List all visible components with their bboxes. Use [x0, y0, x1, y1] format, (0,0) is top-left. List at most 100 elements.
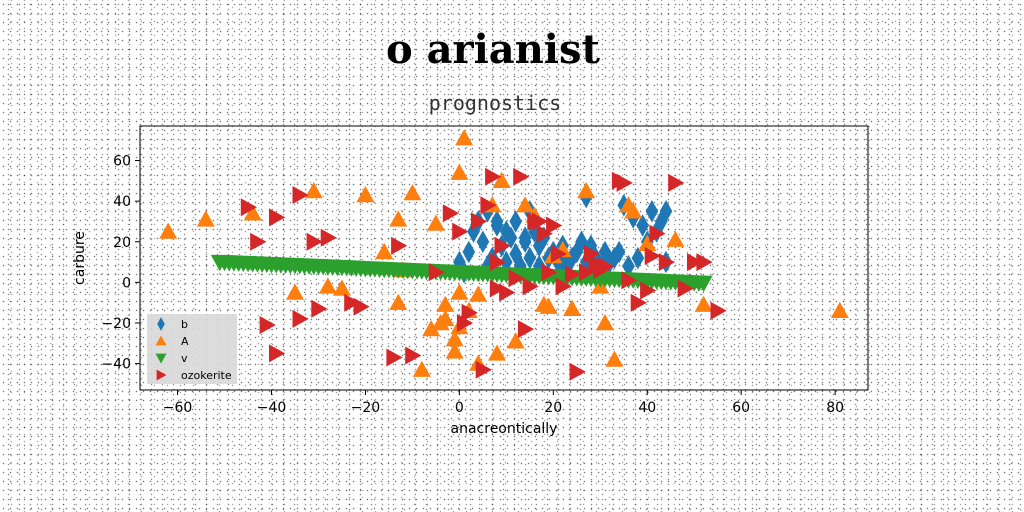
y-tick-label: −20 [101, 316, 131, 332]
data-point [687, 253, 704, 272]
data-point [159, 222, 178, 239]
legend-marker [157, 317, 165, 331]
data-point [259, 316, 276, 334]
y-tick-label: 20 [113, 235, 131, 251]
data-point [645, 200, 659, 223]
data-point [389, 210, 408, 227]
y-tick-label: 40 [113, 194, 131, 210]
data-point [306, 232, 323, 251]
data-point [569, 362, 586, 381]
legend-label: v [181, 352, 188, 365]
data-point [320, 228, 337, 247]
data-point [518, 226, 532, 249]
data-point [356, 186, 375, 203]
data-point [292, 186, 309, 204]
data-point [462, 240, 476, 264]
data-point [250, 232, 267, 251]
data-point [677, 279, 694, 298]
data-point [509, 242, 522, 266]
data-point [555, 277, 572, 296]
legend: bAv ozokerite [147, 314, 237, 384]
data-point [445, 342, 464, 359]
data-point [353, 297, 370, 316]
data-point [436, 295, 455, 312]
data-point [504, 226, 518, 249]
data-point [658, 253, 675, 272]
chart-subtitle: prognostics [429, 91, 561, 115]
data-point [292, 309, 309, 328]
data-point [469, 285, 488, 302]
data-point [517, 320, 535, 339]
data-point [621, 271, 638, 290]
data-point [649, 224, 666, 243]
data-point [490, 210, 504, 233]
data-point [480, 196, 497, 215]
data-point [488, 344, 506, 361]
data-point [311, 299, 328, 318]
data-point [522, 277, 539, 296]
x-tick-label: −20 [351, 400, 381, 416]
data-point [442, 204, 459, 223]
data-point [631, 246, 645, 270]
data-point [269, 344, 286, 363]
y-axis: −40 −20 0 20 40 60 [101, 154, 140, 373]
data-point [710, 301, 727, 320]
data-point [467, 220, 480, 243]
data-point [636, 214, 649, 237]
data-point [523, 246, 537, 270]
data-point [452, 222, 469, 241]
data-point [196, 210, 215, 227]
data-point [318, 277, 337, 294]
data-point [516, 196, 535, 213]
chart-title: o arianist [386, 26, 601, 73]
legend-label: A [181, 335, 189, 348]
data-point [577, 182, 596, 199]
data-point [616, 173, 633, 192]
data-point [640, 281, 657, 300]
plot-area [139, 125, 869, 391]
data-point [386, 348, 403, 367]
data-point [391, 236, 408, 255]
data-point [489, 253, 506, 272]
x-tick-label: −60 [163, 400, 193, 416]
data-point [513, 167, 530, 186]
data-point [598, 240, 612, 264]
y-tick-label: 0 [122, 275, 131, 291]
data-point [514, 254, 527, 278]
legend-label: ozokerite [181, 369, 232, 382]
data-point [494, 236, 511, 255]
legend-marker [155, 335, 167, 346]
data-point [668, 173, 685, 192]
data-point [243, 204, 262, 221]
data-point [536, 224, 553, 243]
data-point [344, 293, 361, 312]
data-point [563, 299, 582, 316]
data-point [644, 247, 661, 265]
data-point [461, 303, 478, 322]
legend-marker [155, 353, 167, 364]
data-point [638, 234, 657, 251]
data-point [612, 240, 626, 264]
data-point [596, 314, 614, 331]
data-point [333, 279, 351, 296]
data-point [593, 261, 610, 280]
data-point [428, 263, 445, 282]
data-point [426, 214, 445, 231]
x-tick-label: 40 [638, 400, 656, 416]
data-point [375, 242, 394, 260]
data-point [269, 208, 286, 227]
data-point [492, 171, 511, 188]
data-point [564, 265, 582, 284]
data-point [659, 200, 673, 223]
data-point [240, 198, 257, 217]
data-point [422, 320, 441, 337]
data-point [622, 254, 635, 278]
data-point [445, 330, 464, 347]
y-tick-label: 60 [113, 154, 131, 170]
data-point [485, 167, 502, 186]
data-point [694, 295, 713, 312]
data-point [286, 283, 304, 300]
x-tick-label: −40 [257, 400, 287, 416]
scatter-points [159, 129, 849, 381]
x-axis-label: anacreontically [451, 421, 558, 437]
